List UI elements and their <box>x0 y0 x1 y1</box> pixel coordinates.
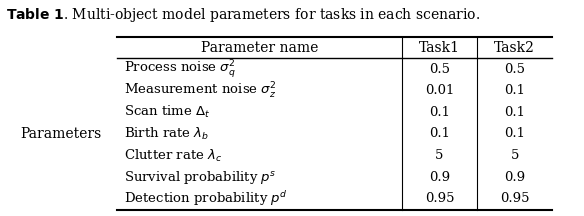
Text: Detection probability $p^d$: Detection probability $p^d$ <box>124 189 287 208</box>
Text: 0.01: 0.01 <box>425 84 454 97</box>
Text: 5: 5 <box>435 149 444 162</box>
Text: $\mathbf{Table\ 1}$. Multi-object model parameters for tasks in each scenario.: $\mathbf{Table\ 1}$. Multi-object model … <box>6 6 479 24</box>
Text: 0.5: 0.5 <box>504 63 525 76</box>
Text: 0.1: 0.1 <box>504 84 525 97</box>
Text: 5: 5 <box>510 149 519 162</box>
Text: 0.1: 0.1 <box>429 106 450 119</box>
Text: Birth rate $\lambda_b$: Birth rate $\lambda_b$ <box>124 126 209 142</box>
Text: Scan time $\Delta_t$: Scan time $\Delta_t$ <box>124 104 210 120</box>
Text: 0.1: 0.1 <box>504 106 525 119</box>
Text: Task1: Task1 <box>419 41 460 54</box>
Text: 0.95: 0.95 <box>500 192 530 205</box>
Text: Process noise $\sigma_q^2$: Process noise $\sigma_q^2$ <box>124 58 236 80</box>
Text: 0.5: 0.5 <box>429 63 450 76</box>
Text: 0.95: 0.95 <box>425 192 454 205</box>
Text: Measurement noise $\sigma_z^2$: Measurement noise $\sigma_z^2$ <box>124 81 277 101</box>
Text: Parameters: Parameters <box>21 127 102 141</box>
Text: 0.9: 0.9 <box>429 171 450 184</box>
Text: Parameter name: Parameter name <box>201 41 318 54</box>
Text: 0.1: 0.1 <box>504 127 525 140</box>
Text: Task2: Task2 <box>494 41 535 54</box>
Text: 0.9: 0.9 <box>504 171 526 184</box>
Text: Survival probability $p^s$: Survival probability $p^s$ <box>124 169 276 186</box>
Text: Clutter rate $\lambda_c$: Clutter rate $\lambda_c$ <box>124 148 223 164</box>
Text: 0.1: 0.1 <box>429 127 450 140</box>
